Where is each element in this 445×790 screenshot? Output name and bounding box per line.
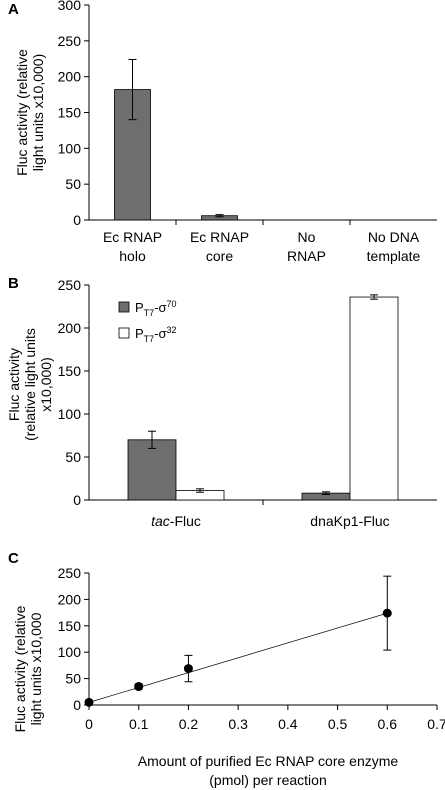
b-legend-mid: -σ <box>154 326 166 341</box>
c-x-tick-label: 0 <box>85 716 93 732</box>
c-y-tick-label: 250 <box>58 565 82 581</box>
b-y-tick-label: 100 <box>58 406 82 422</box>
a-category-label-line: No DNA <box>368 229 420 245</box>
b-category-label-rest: -Fluc <box>170 513 201 529</box>
c-y-tick-label: 200 <box>58 591 82 607</box>
c-x-axis-label: Amount of purified Ec RNAP core enzyme (p… <box>138 753 399 788</box>
b-legend-swatch <box>118 327 130 339</box>
c-trendline <box>88 612 388 703</box>
b-legend-main: P <box>135 300 144 315</box>
panel-a-chart: 0 50 100 150 200 250 300 Ec RNAP holo Ec RNAP core… <box>14 0 437 264</box>
b-bar <box>127 439 177 501</box>
c-y-axis-label: Fluc activity (relativelight units x10,0… <box>12 605 44 732</box>
c-y-tick-label: 0 <box>73 697 81 713</box>
b-legend-label: PT7-σ32 <box>135 325 177 344</box>
c-x-tick-label: 0.3 <box>228 716 248 732</box>
panel-c-letter: C <box>8 550 19 567</box>
a-y-tick-label: 200 <box>58 69 82 85</box>
a-category-label-line: holo <box>119 248 146 264</box>
c-data-point <box>134 682 144 692</box>
c-x-tick-label: 0.2 <box>179 716 199 732</box>
a-y-tick-label: 100 <box>58 140 82 156</box>
c-x-tick-label: 0.5 <box>328 716 348 732</box>
a-y-tick-label: 300 <box>58 0 82 13</box>
b-bar <box>349 296 399 501</box>
b-legend-superscript: 32 <box>167 325 177 335</box>
b-legend-label: PT7-σ70 <box>135 299 177 318</box>
c-data-point <box>183 664 193 674</box>
c-x-axis-label-line: (pmol) per reaction <box>209 772 327 788</box>
a-y-axis-label-line: Fluc activity (relative <box>14 49 30 176</box>
c-y-tick-label: 150 <box>58 618 82 634</box>
b-y-tick-label: 200 <box>58 320 82 336</box>
panel-c-chart: 0 50 100 150 200 250 0 0.1 0.2 0.3 0.4 0.5 0.6 0.7 Amo… <box>12 565 445 788</box>
b-y-tick-label: 150 <box>58 363 82 379</box>
a-category-label: Ec RNAP core <box>190 229 249 264</box>
b-y-axis-label-line: Fluc activity <box>6 348 22 421</box>
b-legend-mid: -σ <box>154 300 166 315</box>
a-y-axis-label: Fluc activity (relativelight units x10,0… <box>14 49 46 176</box>
b-y-tick-label: 250 <box>58 277 82 293</box>
b-legend-subscript: T7 <box>144 308 155 318</box>
b-legend-subscript: T7 <box>144 334 155 344</box>
c-x-axis-label-line: Amount of purified Ec RNAP core enzyme <box>138 753 399 769</box>
c-y-axis-label-line: light units x10,000 <box>28 612 44 725</box>
b-category-label: dnaKp1-Fluc <box>310 513 389 529</box>
b-y-axis-label-line: x10,000) <box>38 357 54 411</box>
a-category-label-line: Ec RNAP <box>103 229 162 245</box>
panel-b-letter: B <box>8 275 19 292</box>
a-category-label-line: No <box>298 229 316 245</box>
b-y-tick-label: 50 <box>65 449 81 465</box>
a-y-tick-label: 50 <box>65 176 81 192</box>
c-y-tick-label: 50 <box>65 671 81 687</box>
c-data-point <box>84 697 94 707</box>
a-category-label: No DNA template <box>367 229 421 264</box>
c-data-point <box>382 608 392 618</box>
b-y-axis-label-line: (relative light units <box>22 328 38 441</box>
b-category-label: tac-Fluc <box>151 513 201 529</box>
a-y-tick-label: 250 <box>58 33 82 49</box>
b-y-tick-label: 0 <box>73 492 81 508</box>
a-category-label-line: core <box>206 248 233 264</box>
panel-a-letter: A <box>8 1 19 18</box>
c-x-tick-label: 0.1 <box>129 716 149 732</box>
a-category-label-line: RNAP <box>287 248 326 264</box>
a-y-axis-label-line: light units x10,000) <box>30 54 46 172</box>
b-legend-main: P <box>135 326 144 341</box>
b-category-label-rest: dnaKp1-Fluc <box>310 513 389 529</box>
a-category-label: No RNAP <box>287 229 326 264</box>
b-legend-superscript: 70 <box>167 299 177 309</box>
b-y-axis-label: Fluc activity(relative light unitsx10,00… <box>6 328 54 441</box>
a-y-tick-label: 150 <box>58 105 82 121</box>
c-y-axis-label-line: Fluc activity (relative <box>12 605 28 732</box>
c-y-tick-label: 100 <box>58 644 82 660</box>
a-category-label: Ec RNAP holo <box>103 229 162 264</box>
b-category-label-italic: tac <box>151 513 170 529</box>
c-x-tick-label: 0.7 <box>427 716 445 732</box>
a-y-tick-label: 0 <box>73 212 81 228</box>
b-legend-swatch <box>118 301 130 313</box>
a-category-label-line: template <box>367 248 421 264</box>
a-category-label-line: Ec RNAP <box>190 229 249 245</box>
c-x-tick-label: 0.6 <box>378 716 398 732</box>
c-x-tick-label: 0.4 <box>278 716 298 732</box>
